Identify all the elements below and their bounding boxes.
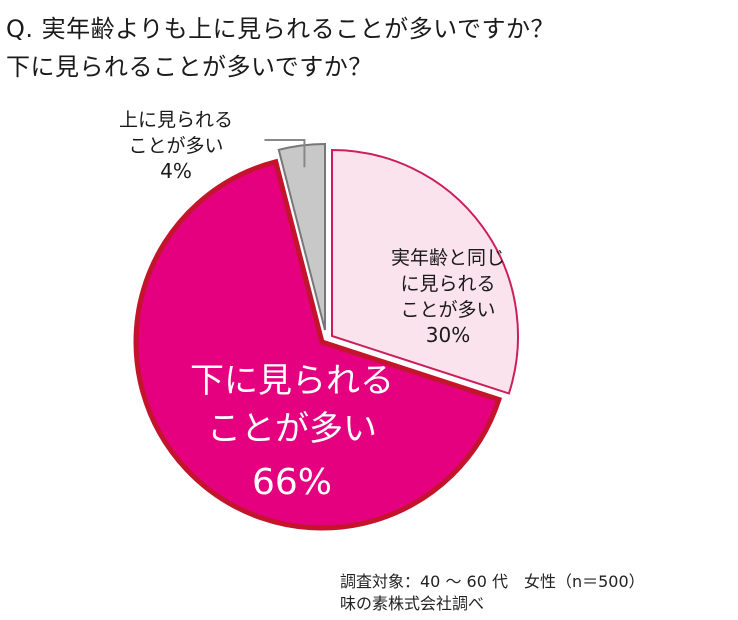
chart-title: Q. 実年齢よりも上に見られることが多いですか？ 下に見られることが多いですか？ [6, 10, 726, 86]
survey-footnote: 調査対象：40 ～ 60 代 女性（n＝500） 味の素株式会社調べ [340, 571, 645, 615]
slice-label-text: 下に見られる [190, 361, 394, 401]
slice-label-text: ことが多い [207, 409, 377, 449]
chart-title-line-2: 下に見られることが多いですか？ [6, 53, 373, 81]
slice-value-label: 30% [426, 323, 470, 347]
slice-label-text: 実年齢と同じ [391, 247, 505, 269]
slice-value-label: 66% [252, 462, 332, 503]
slice-label-text: に見られる [400, 273, 495, 295]
slice-label-text: ことが多い [128, 135, 223, 157]
slice-label-look-younger: 下に見られることが多い 66% [190, 361, 394, 503]
footnote-line-1: 調査対象：40 ～ 60 代 女性（n＝500） [340, 572, 645, 591]
pie-slice-same-age [331, 148, 519, 395]
pie-slice-look-younger [133, 158, 503, 531]
pie-slice-look-older [277, 142, 326, 331]
leader-line-look-older [264, 139, 306, 168]
slice-label-text: ことが多い [400, 299, 495, 321]
chart-title-line-1: Q. 実年齢よりも上に見られることが多いですか？ [6, 15, 555, 43]
slice-value-label: 4% [160, 159, 192, 183]
slice-label-text: 上に見られる [119, 109, 233, 131]
pie-slices [133, 142, 519, 531]
footnote-line-2: 味の素株式会社調べ [340, 594, 485, 613]
